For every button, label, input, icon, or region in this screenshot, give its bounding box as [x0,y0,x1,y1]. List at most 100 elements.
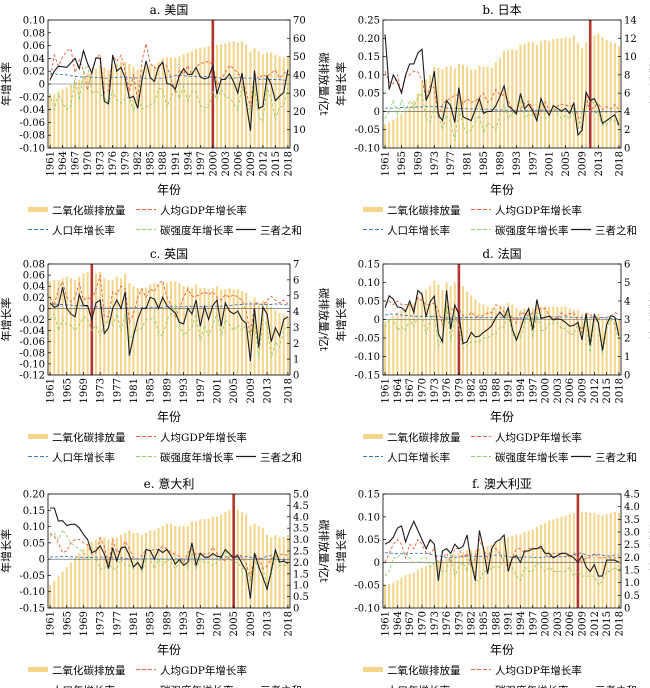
right-tick-label: 40 [293,70,306,81]
bar-1989 [498,306,501,375]
bar-1995 [190,521,193,608]
bar-1999 [539,41,543,148]
left-tick-label: 0.20 [23,490,45,501]
bar-1991 [507,302,510,375]
bar-1985 [482,547,485,608]
right-tick-label: 8 [624,70,630,81]
bar-2004 [228,41,231,149]
bar-1999 [207,289,210,375]
bar-1980 [461,552,465,608]
bar-1961 [384,124,387,148]
right-tick-label: 5 [293,291,299,302]
bar-2005 [564,37,567,148]
bar-1961 [49,281,52,375]
bar-2011 [589,513,592,608]
left-tick-label: -0.02 [19,92,45,103]
right-tick-label: 12 [624,34,637,45]
bar-1992 [511,304,514,375]
series-line [384,520,620,581]
bar-2005 [564,306,567,375]
x-tick-label: 1981 [129,611,140,636]
bar-1987 [157,528,160,608]
bar-2015 [605,40,608,148]
bar-1987 [157,61,160,149]
left-tick-label: 0.10 [358,278,380,289]
right-tick-label: 4 [624,297,630,308]
y2-axis-label: 碳排放量/亿t [648,288,650,352]
right-tick-label: 1.0 [624,578,640,589]
bar-1962 [388,122,391,148]
bar-1969 [82,273,85,375]
left-tick-label: 0.06 [23,41,45,52]
right-tick-label: 14 [624,16,637,27]
right-tick-label: 2 [624,125,630,136]
bar-1991 [174,281,177,375]
bar-1976 [445,558,448,608]
bar-1993 [182,54,185,148]
legend-label: 三者之和 [260,224,302,237]
legend-label: 人口年增长率 [52,224,115,237]
y2-axis-label: 碳排放量/亿t [317,288,331,352]
legend-label: 三者之和 [595,684,637,688]
bar-2008 [576,42,579,148]
bar-1969 [416,570,419,608]
x-tick-label: 1997 [196,151,207,176]
x-tick-label: 1979 [121,151,132,176]
x-tick-label: 1965 [397,151,408,176]
x-tick-label: 1993 [512,151,523,176]
bar-1984 [145,532,148,608]
bar-1975 [441,559,444,608]
legend-swatch [28,667,48,672]
x-tick-label: 2015 [271,151,282,176]
bar-1989 [498,539,501,608]
bar-1996 [527,530,530,608]
bar-2013 [266,535,269,608]
chart-title: b. 日本 [482,3,521,17]
x-tick-label: 1969 [79,611,90,636]
bar-1987 [157,284,160,375]
bar-1976 [111,65,114,148]
bar-2007 [572,310,575,375]
bar-2015 [274,309,277,375]
y-axis-label: 年增长率 [0,298,13,342]
x-tick-label: 1994 [516,378,527,403]
bar-1970 [420,567,424,608]
x-tick-label: 2003 [553,378,564,403]
bar-1989 [165,57,168,148]
left-tick-label: 0 [374,315,380,326]
bar-1989 [165,523,168,608]
bar-1996 [527,41,530,148]
x-tick-label: 2005 [229,611,240,636]
bar-2013 [597,313,600,375]
series-line [49,274,289,337]
bar-1963 [57,91,60,148]
x-tick-label: 1991 [504,611,515,636]
bar-1968 [412,100,415,148]
bar-1975 [107,539,110,608]
left-tick-label: 0.05 [358,535,380,546]
series-line [49,304,289,359]
bar-2017 [613,42,616,148]
x-tick-label: 1967 [405,378,416,403]
right-tick-label: 1.0 [293,581,309,592]
bar-2001 [548,306,551,375]
bar-1977 [449,557,452,608]
bar-2002 [552,519,555,608]
right-tick-label: 6 [293,275,299,286]
bar-2016 [609,41,612,148]
bar-1978 [453,554,456,608]
x-tick-label: 1994 [516,611,527,636]
bar-1973 [99,65,102,148]
x-tick-label: 2013 [594,151,605,176]
bar-1965 [65,276,68,375]
right-tick-label: 4 [293,307,299,318]
legend-label: 人口年增长率 [387,684,450,688]
bar-1973 [433,280,436,375]
legend-label: 人口年增长率 [52,684,115,688]
bar-1986 [153,283,156,375]
bar-1979 [124,61,127,148]
left-tick-label: -0.06 [19,337,45,348]
